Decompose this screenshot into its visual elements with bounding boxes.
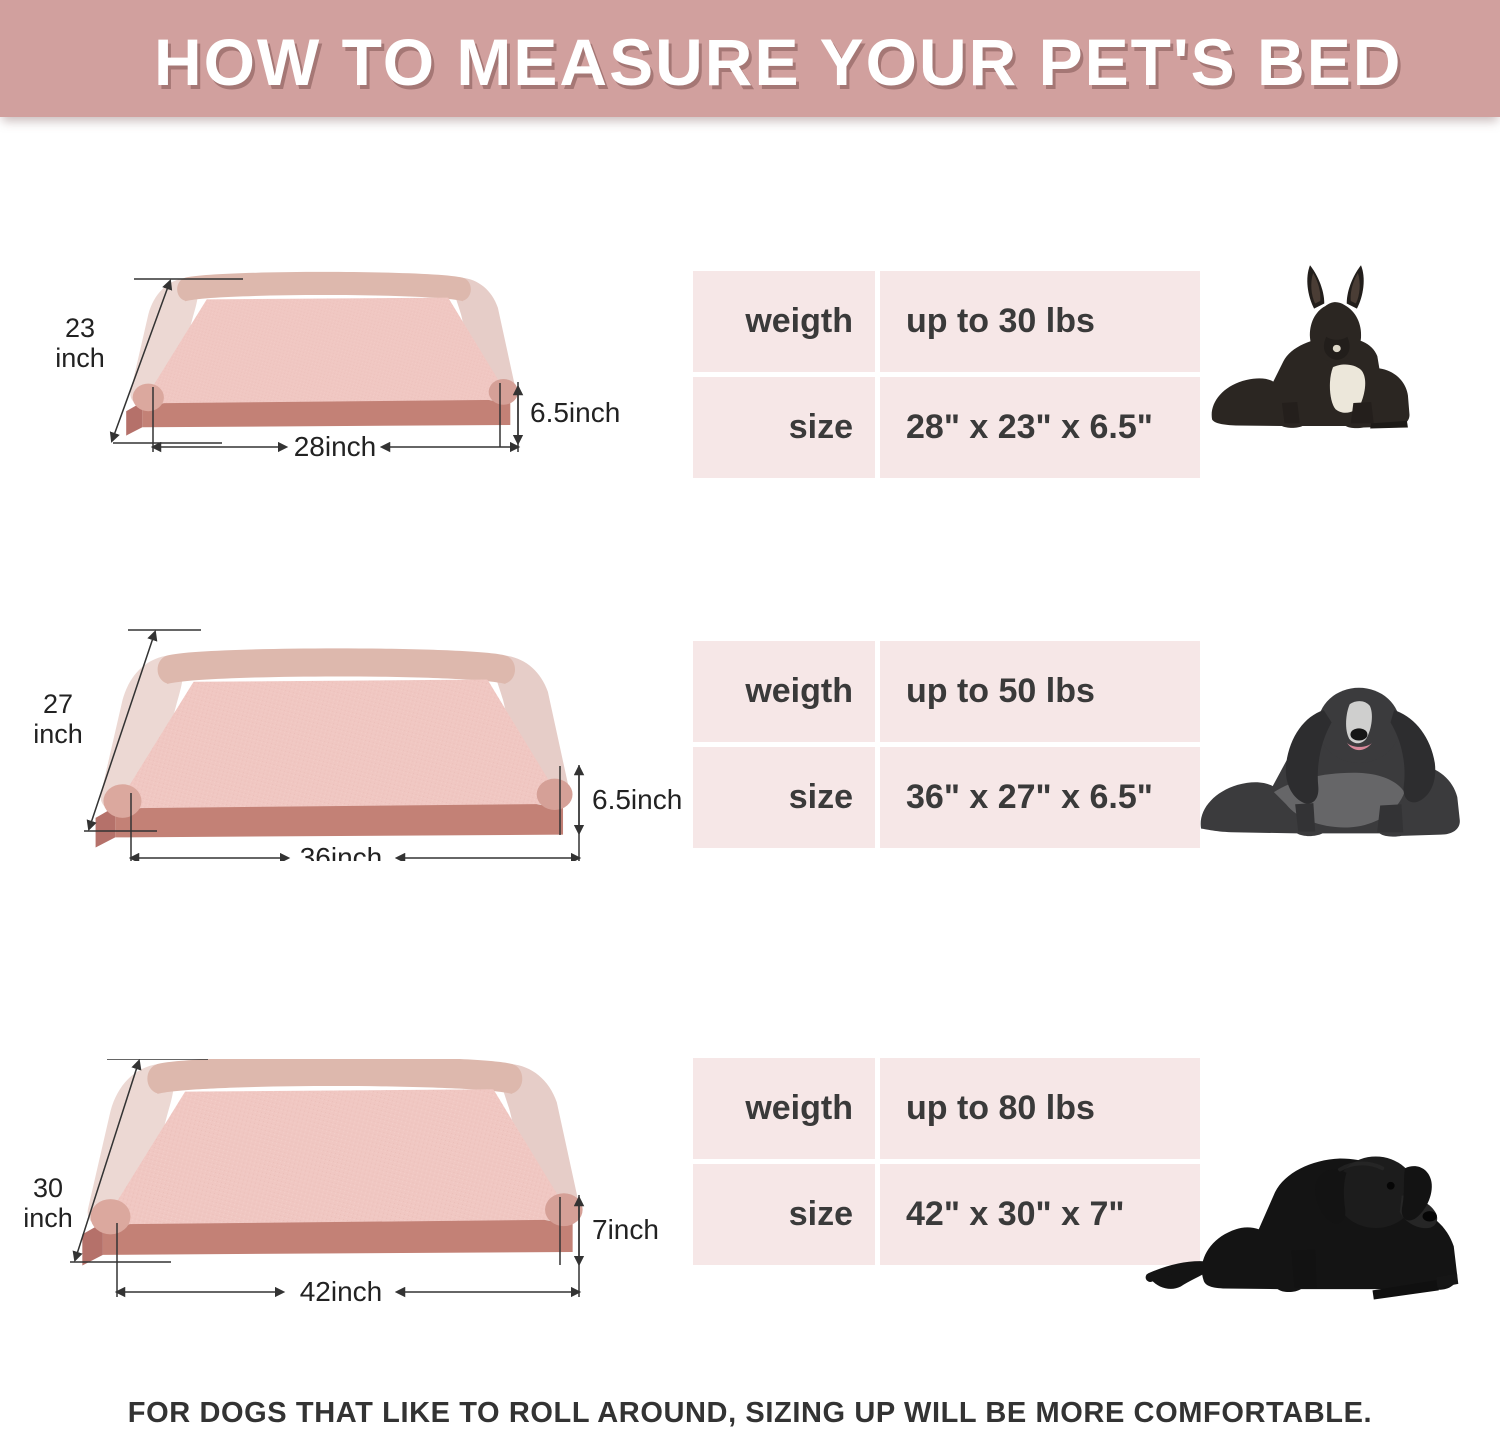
svg-text:23: 23 <box>65 313 95 343</box>
svg-text:7inch: 7inch <box>592 1214 659 1245</box>
svg-text:6.5inch: 6.5inch <box>592 784 682 815</box>
svg-text:27: 27 <box>43 689 73 719</box>
svg-text:42inch: 42inch <box>300 1276 383 1307</box>
svg-text:inch: inch <box>23 1203 73 1233</box>
svg-text:30: 30 <box>33 1173 63 1203</box>
svg-text:6.5inch: 6.5inch <box>530 397 620 428</box>
svg-text:36inch: 36inch <box>300 842 383 861</box>
svg-text:inch: inch <box>33 719 83 749</box>
svg-text:inch: inch <box>55 343 105 373</box>
svg-text:28inch: 28inch <box>294 431 377 462</box>
